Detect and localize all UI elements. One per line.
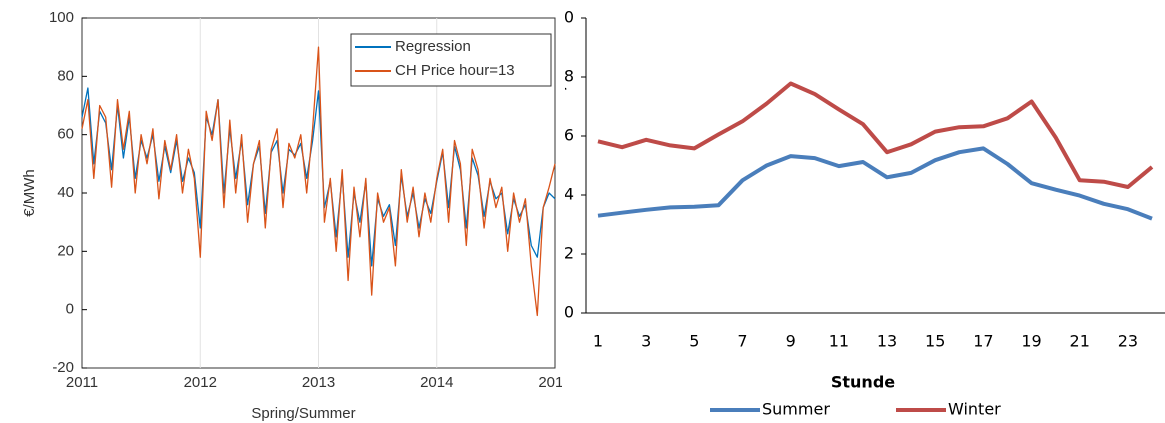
y-tick-label: 0 (66, 301, 74, 318)
x-axis-label: Stunde (831, 373, 895, 392)
x-tick-label: 5 (689, 332, 699, 351)
y-tick-label: 80 (57, 67, 74, 84)
x-tick-label: 21 (1070, 332, 1090, 351)
legend-label: Summer (762, 400, 830, 419)
x-tick-label: 2011 (66, 374, 98, 391)
y-tick-label: -20 (52, 359, 74, 376)
x-tick-label: 9 (786, 332, 796, 351)
legend-label: CH Price hour=13 (395, 62, 515, 79)
x-tick-label: 2013 (302, 374, 335, 391)
y-tick-label: 8 (564, 67, 574, 86)
x-tick-label: 15 (925, 332, 945, 351)
x-tick-label: 11 (829, 332, 849, 351)
y-tick-label: 100 (49, 9, 74, 26)
y-tick-label: 60 (57, 126, 74, 143)
x-tick-label: 1 (593, 332, 603, 351)
y-tick-label: 10 (554, 8, 574, 27)
legend-box (350, 33, 552, 87)
x-tick-label: 19 (1021, 332, 1041, 351)
y-tick-label: 0 (564, 303, 574, 322)
left-chart: 2011 2012 2013 2014 2015-20020406080100Regre… (21, 9, 571, 422)
x-tick-label: 3 (641, 332, 651, 351)
x-tick-label: 2015 (538, 374, 571, 391)
series-line (597, 146, 1153, 221)
x-axis-label: Spring/Summer (251, 405, 355, 422)
y-tick-label: 6 (564, 126, 574, 145)
y-tick-label: 40 (57, 184, 74, 201)
y-tick-label: 4 (564, 185, 574, 204)
series-line (81, 46, 556, 317)
legend-label: Regression (395, 38, 471, 55)
y-axis-label: €/MWh (21, 169, 38, 217)
y-tick-label: 2 (564, 244, 574, 263)
y-axis-label: Mean Absolute Error €/MWh (550, 39, 569, 292)
x-tick-label: 23 (1118, 332, 1138, 351)
series-line (81, 87, 556, 267)
x-tick-label: 7 (737, 332, 747, 351)
x-tick-label: 2012 (184, 374, 217, 391)
x-tick-label: 2014 (420, 374, 453, 391)
series-line (597, 81, 1154, 189)
x-tick-label: 17 (973, 332, 993, 351)
legend-label: Winter (948, 400, 1001, 419)
y-tick-label: 20 (57, 242, 74, 259)
x-tick-label: 13 (877, 332, 897, 351)
